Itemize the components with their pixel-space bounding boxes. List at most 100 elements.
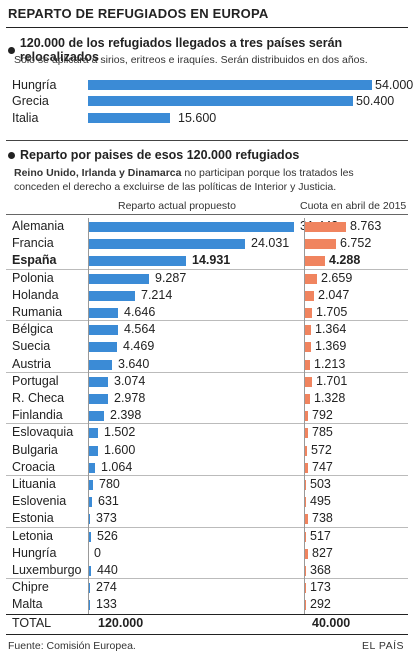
bar — [88, 583, 90, 594]
bar — [88, 600, 90, 611]
axis-line — [88, 218, 89, 614]
row-label: Bulgaria — [12, 442, 58, 457]
bar — [304, 376, 312, 387]
bar — [304, 583, 306, 594]
table-head-rule — [6, 214, 408, 215]
row-label: España — [12, 253, 57, 268]
bullet-icon — [8, 46, 15, 54]
section2-subtitle: Reino Unido, Irlanda y Dinamarca no part… — [14, 166, 354, 194]
row-label: Letonia — [12, 528, 54, 543]
bar-value: 503 — [310, 477, 331, 491]
bar — [88, 80, 372, 90]
bar-value: 631 — [98, 494, 119, 509]
bar-value: 368 — [310, 563, 331, 577]
group-divider — [6, 320, 408, 322]
bar-value: 7.214 — [141, 287, 173, 302]
bar-label: Italia — [12, 111, 39, 125]
row-label: Finlandia — [12, 408, 63, 423]
total-right: 40.000 — [312, 616, 351, 630]
bar-value: 738 — [312, 511, 333, 526]
bar-value: 4.288 — [329, 253, 361, 268]
bar-value: 4.564 — [124, 322, 156, 337]
bar — [88, 96, 353, 106]
bar-value: 792 — [312, 408, 333, 423]
bar — [304, 514, 308, 525]
total-rule — [6, 614, 408, 615]
row-label: Hungría — [12, 545, 57, 560]
bar-value: 1.701 — [316, 373, 348, 388]
bar-value: 780 — [99, 477, 120, 491]
bar-value: 1.364 — [315, 322, 347, 337]
row-label: Estonia — [12, 511, 54, 526]
bar — [304, 428, 308, 439]
bar — [304, 445, 307, 456]
row-label: Luxemburgo — [12, 563, 82, 577]
bar — [304, 497, 306, 508]
bar-value: 3.640 — [118, 356, 150, 371]
bar-value: 2.978 — [114, 391, 146, 405]
col-head-left: Reparto actual propuesto — [118, 200, 236, 212]
bar-value: 785 — [312, 425, 333, 440]
bar — [304, 531, 306, 542]
bar-value: 1.328 — [314, 391, 346, 405]
bar-value: 4.469 — [123, 339, 155, 354]
bar-value: 3.074 — [114, 373, 146, 388]
bar-value: 14.931 — [192, 253, 231, 268]
bar — [88, 394, 108, 404]
bar-value: 2.659 — [321, 270, 353, 285]
total-left: 120.000 — [98, 616, 144, 630]
bar-value: 572 — [311, 442, 332, 457]
row-label: Alemania — [12, 219, 65, 233]
section1-heading: 120.000 de los refugiados llegados a tre… — [8, 36, 414, 64]
bar-value: 50.400 — [356, 94, 395, 108]
bar — [304, 394, 310, 404]
bar — [88, 239, 245, 250]
section1-subtitle: Solo se aplicará a sirios, eritreos e ir… — [14, 54, 368, 66]
row-label: Malta — [12, 597, 43, 612]
bar-value: 274 — [96, 580, 117, 595]
total-label: TOTAL — [12, 616, 52, 630]
bar — [88, 480, 93, 490]
bar — [304, 600, 306, 611]
bar-label: Hungría — [12, 78, 57, 92]
row-label: Francia — [12, 236, 54, 251]
section2-subtitle-line2: conceden el derecho a excluirse de las p… — [14, 181, 337, 193]
bar-value: 24.031 — [251, 236, 290, 251]
bar-value: 1.705 — [316, 305, 348, 319]
bar — [304, 222, 346, 232]
group-divider — [6, 578, 408, 580]
bar-value: 1.600 — [104, 442, 136, 457]
section2-subtitle-bold: Reino Unido, Irlanda y Dinamarca — [14, 167, 182, 179]
bar — [88, 290, 135, 301]
row-label: Portugal — [12, 373, 59, 388]
row-label: Suecia — [12, 339, 51, 354]
bar — [304, 273, 317, 284]
bar — [88, 411, 104, 422]
group-divider — [6, 268, 408, 270]
bar-value: 292 — [310, 597, 331, 612]
bar — [88, 531, 91, 542]
group-divider — [6, 475, 408, 476]
bar — [304, 239, 336, 250]
bar — [88, 359, 112, 370]
row-label: Holanda — [12, 287, 59, 302]
bar-value: 1.213 — [314, 356, 346, 371]
bar-value: 2.398 — [110, 408, 142, 423]
bar — [88, 376, 108, 387]
bar — [304, 411, 308, 422]
col-head-right: Cuota en abril de 2015 — [300, 200, 407, 212]
axis-line — [304, 218, 305, 614]
bar — [88, 113, 170, 123]
bar — [304, 462, 308, 473]
bar — [304, 566, 306, 576]
bar — [304, 342, 311, 353]
bottom-rule — [6, 634, 408, 635]
bar-label: Grecia — [12, 94, 49, 108]
bar-value: 0 — [94, 545, 101, 560]
bar — [304, 325, 311, 336]
row-label: Austria — [12, 356, 51, 371]
section1-heading-text: 120.000 de los refugiados llegados a tre… — [19, 36, 343, 64]
bar-value: 133 — [96, 597, 117, 612]
bar-value: 6.752 — [340, 236, 372, 251]
bar — [88, 497, 92, 508]
